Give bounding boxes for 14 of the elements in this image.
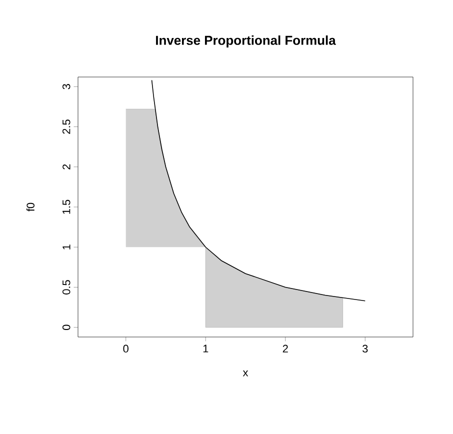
y-axis-title: f0 <box>26 202 34 212</box>
x-tick-label: 0 <box>123 344 128 353</box>
x-tick-label: 3 <box>362 344 368 353</box>
y-tick-label: 0.5 <box>62 280 70 294</box>
y-tick-label: 1 <box>62 244 70 250</box>
chart-title: Inverse Proportional Formula <box>156 35 336 48</box>
y-tick-label: 3 <box>62 84 70 90</box>
y-tick-label: 2.5 <box>62 120 70 134</box>
y-tick-label: 0 <box>62 324 70 330</box>
x-tick-label: 1 <box>203 344 208 352</box>
x-axis-title: x <box>242 370 248 376</box>
y-tick-label: 2 <box>62 164 70 170</box>
y-tick-label: 1.5 <box>62 200 70 214</box>
x-tick-label: 2 <box>282 344 288 352</box>
